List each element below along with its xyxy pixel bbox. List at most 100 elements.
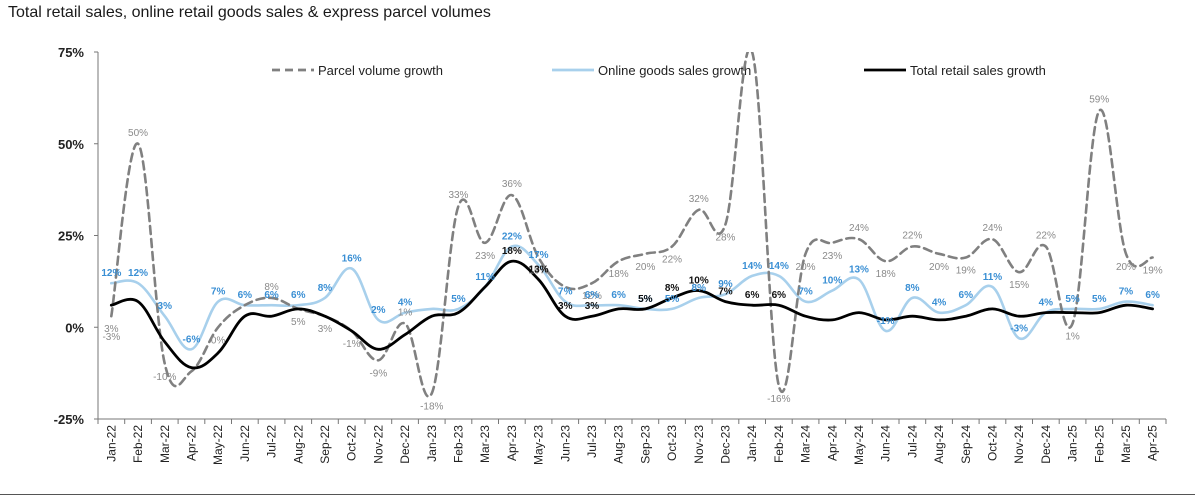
data-label-parcel: 15% (1009, 280, 1029, 291)
data-label-parcel: 32% (689, 194, 709, 205)
data-label-online: 14% (742, 261, 762, 272)
data-label-parcel: 19% (1143, 266, 1163, 277)
data-label-parcel: 0% (211, 335, 226, 346)
data-label-online: 6% (1145, 290, 1160, 301)
data-label-parcel: 24% (849, 223, 869, 234)
data-label-parcel: 59% (1089, 95, 1109, 106)
data-label-online: 11% (983, 272, 1003, 283)
data-label-online: -6% (183, 334, 201, 345)
x-tick-label: Apr-22 (184, 425, 198, 461)
data-label-total: 5% (638, 294, 653, 305)
x-tick-label: Jan-25 (1066, 425, 1080, 462)
data-label-parcel: 23% (475, 251, 495, 262)
data-label-online: 7% (211, 287, 226, 298)
x-tick-label: Jul-23 (585, 425, 599, 458)
x-tick-label: Sep-22 (318, 425, 332, 464)
data-label-parcel: 22% (662, 255, 682, 266)
x-tick-label: Jun-24 (879, 425, 893, 462)
x-tick-label: Sep-24 (959, 425, 973, 464)
x-tick-label: Mar-23 (478, 425, 492, 463)
data-label-online: 10% (822, 276, 842, 287)
x-tick-label: Oct-24 (985, 425, 999, 461)
y-tick-label: -25% (54, 412, 85, 427)
data-label-online: 9% (718, 279, 733, 290)
data-label-online: 7% (558, 287, 573, 298)
x-tick-label: Feb-22 (131, 425, 145, 463)
data-label-parcel: 23% (822, 251, 842, 262)
data-label-online: 16% (342, 254, 362, 265)
data-label-online: 4% (398, 298, 413, 309)
y-tick-label: 50% (58, 137, 84, 152)
x-tick-label: May-22 (211, 425, 225, 465)
data-label-parcel: 3% (318, 324, 333, 335)
data-label-total: 3% (558, 301, 573, 312)
x-tick-label: Apr-24 (825, 425, 839, 461)
data-label-parcel: 20% (796, 262, 816, 273)
x-tick-label: Mar-22 (158, 425, 172, 463)
data-label-total: 10% (689, 276, 709, 287)
x-tick-label: Aug-22 (291, 425, 305, 464)
data-label-parcel: -10% (153, 372, 176, 383)
data-label-total: 7% (718, 287, 733, 298)
x-tick-label: Apr-23 (505, 425, 519, 461)
data-label-online: 5% (665, 294, 680, 305)
data-label-parcel: 33% (448, 190, 468, 201)
data-label-online: 6% (959, 290, 974, 301)
series-lines (109, 52, 1154, 398)
x-tick-label: Feb-23 (451, 425, 465, 463)
data-label-online: 8% (692, 283, 707, 294)
data-label-online: 4% (932, 298, 947, 309)
legend: Parcel volume growth Online goods sales g… (272, 63, 1046, 78)
x-tick-label: Aug-23 (612, 425, 626, 464)
data-label-parcel: 22% (902, 231, 922, 242)
x-tick-label: Nov-22 (371, 425, 385, 464)
data-label-parcel: 5% (291, 317, 306, 328)
x-tick-label: Oct-22 (345, 425, 359, 461)
data-label-online: -1% (877, 316, 895, 327)
data-label-online: 5% (451, 294, 466, 305)
data-label-online: 6% (238, 290, 253, 301)
data-label-parcel: 28% (715, 232, 735, 243)
data-label-parcel: 1% (398, 308, 413, 319)
legend-label-online: Online goods sales growth (598, 63, 751, 78)
data-label-online: 22% (502, 232, 522, 243)
data-label-parcel: 18% (876, 269, 896, 280)
data-label-online: 8% (905, 283, 920, 294)
data-label-parcel: -18% (420, 401, 443, 412)
data-label-online: -3% (1010, 323, 1028, 334)
x-tick-label: Feb-24 (772, 425, 786, 463)
legend-label-total: Total retail sales growth (910, 63, 1046, 78)
data-label-online: 5% (1092, 294, 1107, 305)
data-label-online: 7% (1119, 287, 1134, 298)
data-label-online: 7% (798, 287, 813, 298)
x-tick-label: Nov-23 (692, 425, 706, 464)
x-tick-label: Sep-23 (638, 425, 652, 464)
x-tick-label: May-23 (532, 425, 546, 465)
data-label-total: 6% (745, 290, 760, 301)
series-line-online (110, 244, 1154, 351)
data-label-online: 2% (371, 305, 386, 316)
data-label-online: 11% (475, 272, 495, 283)
data-label-parcel: 18% (609, 269, 629, 280)
data-label-online: 6% (611, 290, 626, 301)
x-tick-label: Apr-25 (1146, 425, 1160, 461)
data-label-online: 5% (638, 294, 653, 305)
data-label-parcel: 20% (1116, 262, 1136, 273)
x-tick-label: Dec-22 (398, 425, 412, 464)
x-tick-label: Jan-23 (425, 425, 439, 462)
data-label-parcel: -9% (369, 368, 387, 379)
data-label-parcel: 20% (929, 262, 949, 273)
data-label-online: 12% (128, 268, 148, 279)
data-label-parcel: -16% (767, 394, 790, 405)
y-tick-label: 75% (58, 45, 84, 60)
x-tick-label: Jul-22 (265, 425, 279, 458)
data-label-online: 6% (264, 290, 279, 301)
series-line-parcel (110, 52, 1154, 398)
x-tick-label: Jan-24 (745, 425, 759, 462)
data-label-parcel: 12% (582, 291, 602, 302)
data-label-online: 4% (1039, 298, 1054, 309)
data-label-parcel: -3% (102, 332, 120, 343)
data-label-online: 14% (769, 261, 789, 272)
x-tick-label: Jun-22 (238, 425, 252, 462)
